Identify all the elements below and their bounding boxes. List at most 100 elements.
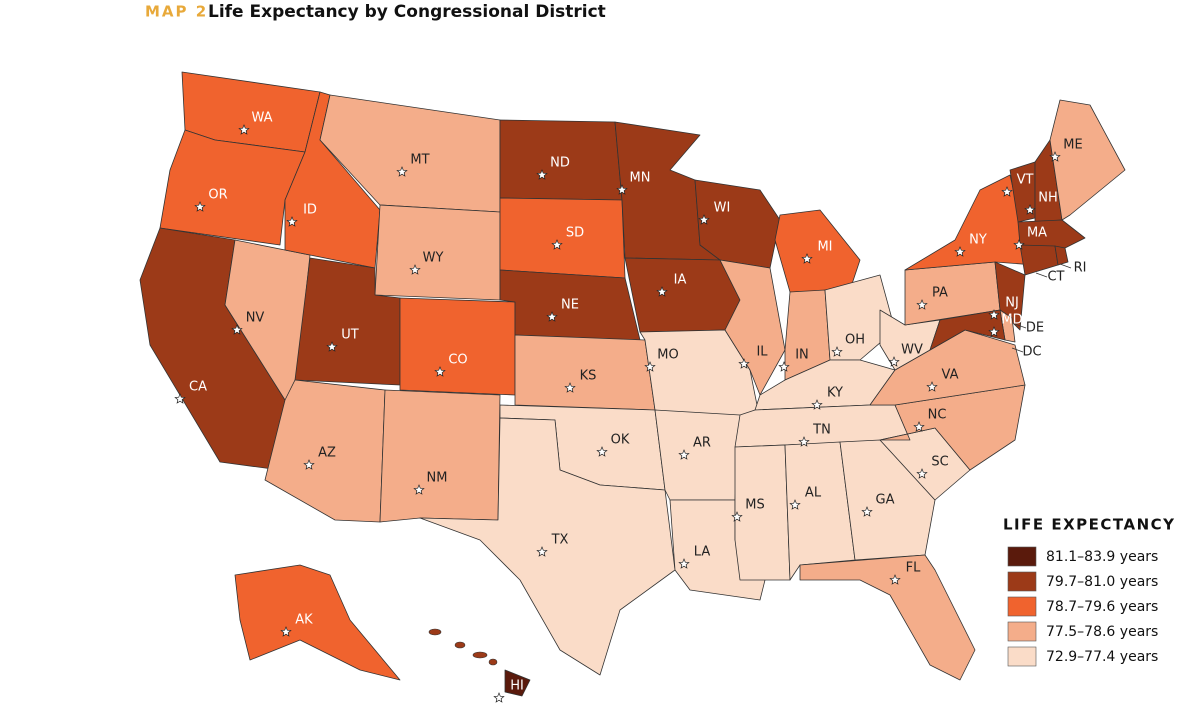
- state: [159, 129, 306, 246]
- state-label: ID: [303, 203, 317, 218]
- capital-star: [409, 264, 421, 275]
- legend-swatch: [1007, 571, 1037, 592]
- capital-star: [551, 239, 563, 250]
- state-label: MI: [817, 240, 832, 255]
- capital-star: [731, 511, 743, 522]
- capital-star: [889, 574, 901, 585]
- capital-star: [916, 468, 928, 479]
- state-label: NY: [969, 233, 987, 248]
- capital-star: [913, 421, 925, 432]
- state-label: IN: [795, 348, 809, 363]
- capital-star: [888, 356, 900, 367]
- state-label: IL: [756, 345, 768, 360]
- state-label: CO: [448, 353, 467, 368]
- capital-star: [1024, 204, 1036, 215]
- capital-star: [798, 436, 810, 447]
- capital-star: [698, 214, 710, 225]
- capital-star: [1049, 151, 1061, 162]
- map-label: MAP 2: [145, 3, 208, 21]
- state: [734, 444, 791, 581]
- states: WA OR CA NV ID MT WY UT CO AZ NM ND SD NE KS OK TX MN IA MO…: [139, 71, 1126, 703]
- state: [799, 554, 976, 681]
- capital-star: [326, 341, 338, 352]
- legend-swatch: [1007, 546, 1037, 567]
- state-label: CT: [1047, 270, 1064, 285]
- state-label: MS: [745, 498, 764, 513]
- state-label: MD: [1001, 313, 1022, 328]
- legend-label: 77.5–78.6 years: [1046, 624, 1158, 640]
- state: [839, 439, 936, 561]
- leader-line: [1011, 347, 1024, 353]
- capital-star: [493, 692, 505, 703]
- legend-swatch: [1007, 621, 1037, 642]
- state: [379, 389, 501, 523]
- legend-title: LIFE EXPECTANCY: [1003, 516, 1176, 534]
- capital-star: [811, 399, 823, 410]
- state-label: WA: [251, 111, 272, 126]
- capital-star: [1001, 186, 1013, 197]
- capital-star: [596, 446, 608, 457]
- capital-star: [434, 366, 446, 377]
- leader-line: [1014, 323, 1027, 329]
- capital-star: [396, 166, 408, 177]
- capital-star: [988, 326, 1000, 337]
- map-title: Life Expectancy by Congressional Distric…: [208, 2, 606, 22]
- hawaii-islands: [428, 628, 498, 666]
- capital-star: [738, 358, 750, 369]
- state-label: HI: [510, 679, 524, 694]
- capital-star: [1013, 239, 1025, 250]
- state: [234, 564, 401, 681]
- state-label: MN: [630, 171, 651, 186]
- state-label: KS: [580, 369, 597, 384]
- state-label: SD: [566, 226, 584, 241]
- state-label: AZ: [318, 446, 336, 461]
- state: [929, 309, 1006, 351]
- state-label: WV: [901, 343, 923, 358]
- state-label: ND: [550, 156, 570, 171]
- state-label: GA: [876, 493, 895, 508]
- capital-star: [926, 381, 938, 392]
- state-label: AL: [805, 486, 822, 501]
- state: [654, 409, 741, 501]
- state: [1054, 245, 1069, 266]
- state-label: CA: [189, 380, 207, 395]
- capital-star: [678, 558, 690, 569]
- state: [504, 669, 531, 697]
- state: [624, 257, 741, 333]
- state-label: ME: [1063, 138, 1082, 153]
- capital-star: [303, 459, 315, 470]
- state-label: IA: [674, 273, 687, 288]
- state-label: KY: [827, 386, 843, 401]
- state-label: AK: [295, 613, 313, 628]
- capital-star: [231, 324, 243, 335]
- state-label: VA: [942, 368, 959, 383]
- state-label: NJ: [1005, 296, 1019, 311]
- state-label: OK: [611, 433, 630, 448]
- capital-star: [644, 361, 656, 372]
- legend: 81.1–83.9 years 79.7–81.0 years 78.7–79.6 …: [1007, 546, 1158, 667]
- state-label: DE: [1026, 321, 1044, 336]
- capital-star: [831, 346, 843, 357]
- legend-label: 81.1–83.9 years: [1046, 549, 1158, 565]
- state-label: NM: [427, 471, 448, 486]
- state: [399, 297, 516, 396]
- capital-star: [413, 484, 425, 495]
- capital-star: [778, 361, 790, 372]
- state-label: AR: [693, 436, 711, 451]
- capital-star: [174, 393, 186, 404]
- capital-star: [656, 286, 668, 297]
- state-label: RI: [1074, 261, 1087, 276]
- state-label: OH: [845, 333, 865, 348]
- capital-star: [564, 382, 576, 393]
- legend-label: 78.7–79.6 years: [1046, 599, 1158, 615]
- capital-star: [280, 626, 292, 637]
- state-label: PA: [932, 286, 948, 301]
- capital-star: [616, 184, 628, 195]
- capital-star: [536, 546, 548, 557]
- capital-star: [536, 169, 548, 180]
- state-label: TN: [812, 423, 831, 438]
- state-label: MO: [657, 348, 678, 363]
- state-label: WI: [714, 201, 731, 216]
